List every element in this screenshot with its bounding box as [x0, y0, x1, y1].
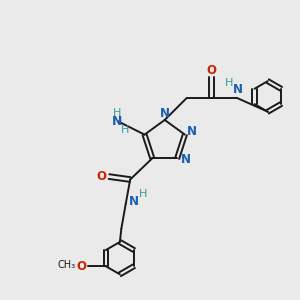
Text: H: H: [121, 125, 130, 135]
Text: N: N: [232, 83, 242, 96]
Text: N: N: [180, 153, 190, 166]
Text: H: H: [224, 78, 233, 88]
Text: O: O: [77, 260, 87, 273]
Text: CH₃: CH₃: [57, 260, 75, 270]
Text: N: N: [129, 195, 139, 208]
Text: N: N: [160, 107, 170, 120]
Text: N: N: [112, 116, 123, 128]
Text: O: O: [97, 170, 106, 183]
Text: H: H: [113, 108, 122, 118]
Text: H: H: [139, 189, 147, 199]
Text: O: O: [207, 64, 217, 77]
Text: N: N: [187, 125, 197, 138]
